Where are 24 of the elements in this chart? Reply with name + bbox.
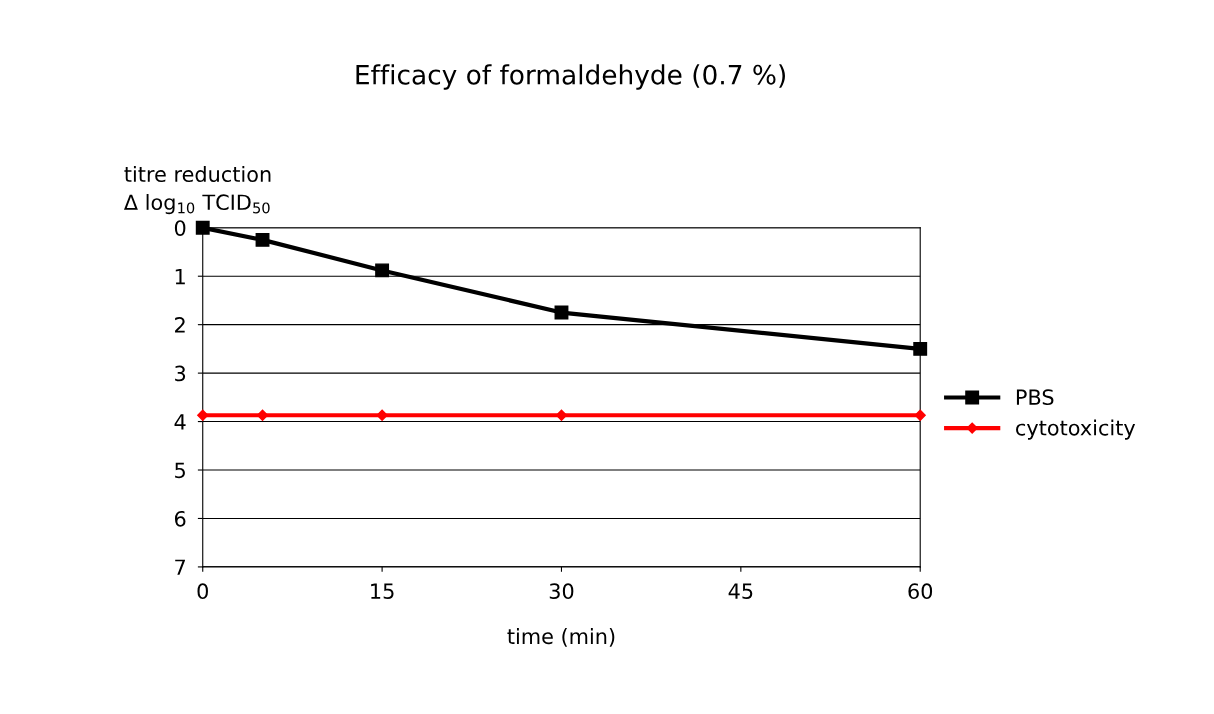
legend-label: cytotoxicity xyxy=(1016,419,1136,440)
point xyxy=(255,232,270,247)
y-tick-label: 7 xyxy=(175,559,185,575)
x-tick-label: 60 xyxy=(908,583,933,600)
point xyxy=(195,220,210,235)
y-tick-label: 0 xyxy=(174,220,186,236)
x-tick-label: 30 xyxy=(549,583,574,600)
y-tick-label: 4 xyxy=(174,414,186,430)
y-tick-label: 3 xyxy=(175,365,186,382)
x-tick-label: 0 xyxy=(197,583,208,600)
x-axis-title: time (min) xyxy=(507,628,615,647)
x-tick-label: 15 xyxy=(371,583,394,600)
chart-title: Efficacy of formaldehyde (0.7 %) xyxy=(356,64,785,90)
point xyxy=(375,263,390,278)
x-tick-label: 45 xyxy=(728,583,753,600)
point xyxy=(914,409,926,421)
point xyxy=(913,341,928,356)
y-tick-label: 2 xyxy=(175,317,185,333)
y-axis-title: titre reduction Δ log$_{10}$ TCID$_{50}$ xyxy=(123,165,271,215)
y-tick-label: 1 xyxy=(175,268,185,285)
legend-label: PBS xyxy=(1016,389,1054,406)
y-tick-label: 6 xyxy=(174,510,186,527)
point xyxy=(376,409,388,421)
y-tick-label: 5 xyxy=(175,462,185,479)
